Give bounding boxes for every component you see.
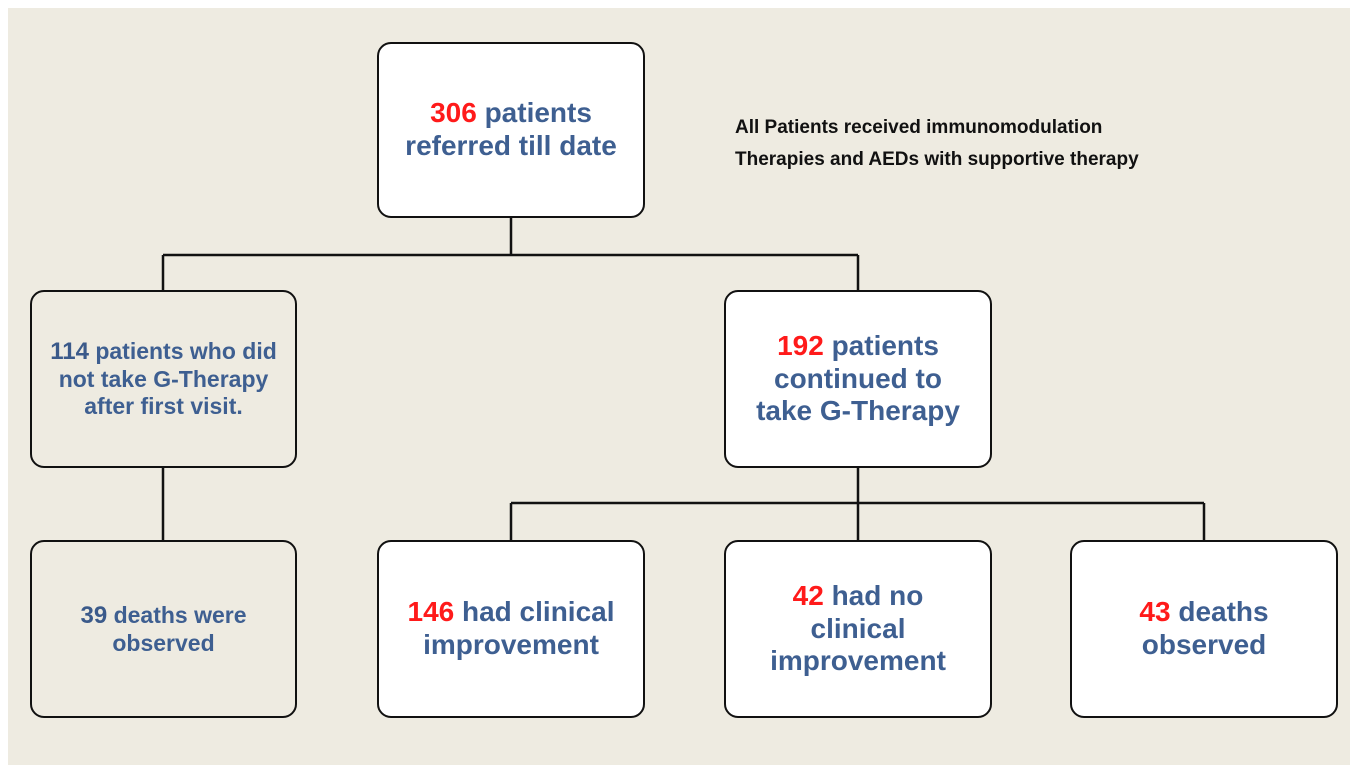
node-number: 306 [430,97,477,129]
connectors [161,218,1206,540]
connector [161,218,860,290]
node-text: patients referred till date [405,97,617,161]
node-label: 192 patients continued to take G-Therapy [748,330,968,428]
node-text: deaths were observed [112,601,247,656]
node-box: 114 patients who did not take G-Therapy … [30,290,297,468]
node-text: deaths observed [1141,596,1269,660]
node-text: had clinical improvement [423,596,615,660]
connector [509,468,1206,540]
node-box: 146 had clinical improvement [377,540,645,718]
node-label: 114 patients who did not take G-Therapy … [46,338,281,420]
node-box: 43 deaths observed [1070,540,1338,718]
note-line: Therapies and AEDs with supportive thera… [735,149,1139,170]
diagram: 306 patients referred till date 114 pati… [8,8,1350,765]
note: All Patients received immunomodulation T… [735,112,1139,176]
node-label: 43 deaths observed [1094,596,1314,662]
node-number: 146 [407,596,455,628]
note-line: All Patients received immunomodulation [735,117,1103,138]
node-number: 192 [777,329,824,361]
node-number: 42 [792,579,824,611]
node-box: 39 deaths were observed [30,540,297,718]
node-text: patients continued to take G-Therapy [756,329,960,427]
node-label: 306 patients referred till date [401,97,621,163]
node-number: 114 [50,338,89,366]
node-label: 42 had no clinical improvement [748,580,968,678]
node-label: 39 deaths were observed [46,602,281,657]
node-label: 146 had clinical improvement [401,596,621,662]
node-number: 43 [1139,596,1171,628]
node-text: had no clinical improvement [770,579,946,677]
node-box: 42 had no clinical improvement [724,540,992,718]
node-text: patients who did not take G-Therapy afte… [58,338,277,420]
node-box: 192 patients continued to take G-Therapy [724,290,992,468]
node-box: 306 patients referred till date [377,42,645,218]
node-number: 39 [80,601,108,629]
